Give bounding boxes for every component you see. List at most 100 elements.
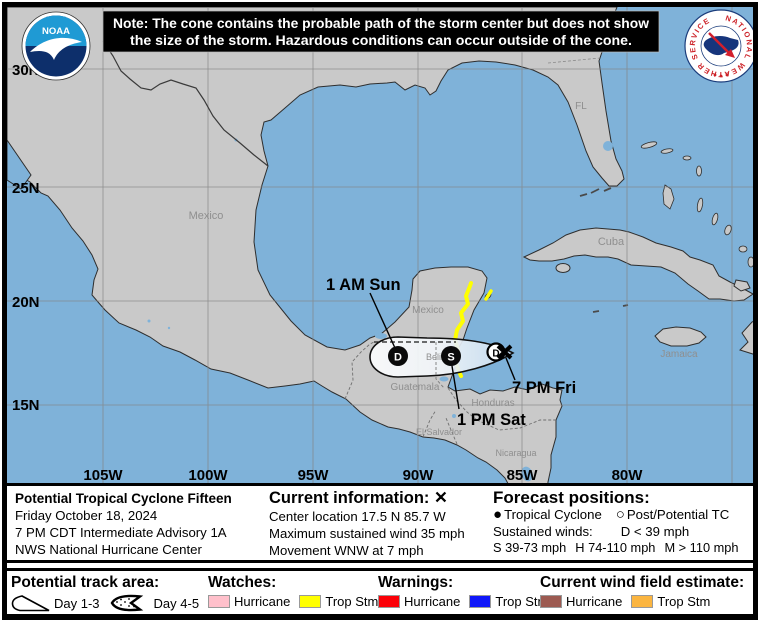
warnings-heading: Warnings:	[378, 574, 454, 591]
trop-stm-wind-field-label: Trop Stm	[657, 594, 711, 609]
label-yucatan-mexico: Mexico	[412, 305, 444, 316]
current-position-x-icon	[496, 344, 513, 360]
marker-letter-d-fri: D	[492, 349, 499, 360]
wind-field-heading: Current wind field estimate:	[540, 574, 745, 591]
movement: Movement WNW at 7 mph	[269, 543, 424, 558]
time-connectors	[369, 292, 516, 410]
cone-day13-icon	[11, 595, 50, 612]
trop-stm-warning-swatch	[469, 595, 492, 608]
time-label-fri: 7 PM Fri	[512, 379, 576, 397]
wind-range-m: M > 110 mph	[664, 540, 739, 555]
axis-labels: 30N 25N 20N 15N 105W 100W 95W 90W 85W 80…	[12, 62, 643, 483]
lon-95w: 95W	[298, 467, 330, 483]
florida-keys	[579, 187, 612, 197]
lat-lon-grid	[7, 7, 753, 483]
lakes	[147, 138, 613, 482]
lat-15n: 15N	[12, 397, 40, 414]
label-mexico: Mexico	[189, 210, 224, 222]
graphic-frame: Mexico Mexico FL Cuba Jamaica Belize Gua…	[2, 2, 758, 620]
sustained-winds-label: Sustained winds:	[493, 523, 593, 539]
hurricane-watch-label: Hurricane	[234, 594, 291, 609]
advisory-date: Friday October 18, 2024	[15, 508, 158, 523]
great-inagua	[733, 279, 751, 292]
trop-stm-watch-label: Trop Stm	[325, 594, 379, 609]
warnings-legend: Warnings: Hurricane Trop Stm	[378, 574, 548, 609]
lon-100w: 100W	[188, 467, 228, 483]
bahamas-islands	[640, 141, 753, 268]
state-border	[547, 57, 601, 64]
forecast-positions-heading: Forecast positions:	[493, 488, 650, 507]
hurricane-warning-swatch	[378, 595, 400, 608]
forecast-markers: D S D	[388, 342, 513, 366]
hurricane-wind-field-swatch	[540, 595, 562, 608]
time-labels: 1 AM Sun 1 PM Sat 7 PM Fri	[326, 276, 576, 429]
label-belize: Belize	[426, 352, 451, 362]
label-jamaica: Jamaica	[660, 349, 698, 360]
current-position-x-symbol: ✕	[434, 489, 448, 507]
note-banner: Note: The cone contains the probable pat…	[102, 10, 660, 53]
center-location: Center location 17.5 N 85.7 W	[269, 509, 446, 524]
tropical-cyclone-dot-icon: ●	[493, 506, 503, 524]
belize-guatemala-border	[435, 342, 445, 389]
noaa-logo: NOAA	[21, 11, 91, 81]
trop-stm-warning-label: Trop Stm	[495, 594, 549, 609]
track-area-heading: Potential track area:	[11, 574, 160, 591]
tropical-cyclone-label: Tropical Cyclone	[504, 507, 602, 522]
isla-juventud	[555, 263, 571, 273]
wind-range-s: S 39-73 mph	[493, 540, 567, 555]
mainland-north-central-america	[7, 7, 625, 483]
day45-label: Day 4-5	[153, 595, 200, 611]
lat-25n: 25N	[12, 180, 40, 197]
label-honduras: Honduras	[471, 398, 514, 409]
map-area: Mexico Mexico FL Cuba Jamaica Belize Gua…	[7, 7, 753, 483]
hurricane-track-map: Mexico Mexico FL Cuba Jamaica Belize Gua…	[7, 7, 753, 483]
lon-85w: 85W	[507, 467, 539, 483]
hispaniola-west	[739, 320, 753, 355]
label-nicaragua: Nicaragua	[495, 448, 536, 458]
post-potential-label: Post/Potential TC	[626, 507, 730, 522]
time-label-sun: 1 AM Sun	[326, 276, 401, 294]
marker-storm-sat	[441, 346, 461, 366]
wind-range-h: H 74-110 mph	[575, 540, 656, 555]
marker-letter-d-sun: D	[394, 352, 402, 364]
watches-heading: Watches:	[208, 574, 277, 591]
advisory-issuance: 7 PM CDT Intermediate Advisory 1A	[15, 525, 227, 540]
noaa-gull-icon	[30, 37, 82, 60]
day13-label: Day 1-3	[54, 595, 100, 611]
label-guatemala: Guatemala	[391, 382, 440, 393]
post-potential-circle-icon: ○	[615, 506, 625, 524]
label-florida: FL	[575, 101, 587, 112]
trop-stm-watch-swatch	[299, 595, 322, 608]
lat-20n: 20N	[12, 294, 40, 311]
cone-day45-icon	[110, 594, 143, 612]
trop-stm-wind-field-swatch	[631, 595, 654, 608]
label-cuba: Cuba	[598, 236, 625, 248]
advisory-agency: NWS National Hurricane Center	[15, 542, 202, 557]
label-el-salvador: El Salvador	[416, 427, 462, 437]
marker-letter-s-sat: S	[447, 352, 454, 364]
advisory-info-panel: Potential Tropical Cyclone Fifteen Frida…	[7, 483, 753, 563]
nws-arrow-icon	[708, 32, 732, 56]
wind-field-legend: Current wind field estimate: Hurricane T…	[540, 574, 744, 609]
lon-80w: 80W	[612, 467, 644, 483]
note-line-2: the size of the storm. Hazardous conditi…	[130, 33, 632, 48]
place-labels: Mexico Mexico FL Cuba Jamaica Belize Gua…	[189, 101, 698, 458]
current-info-heading: Current information:	[269, 489, 430, 507]
note-line-1: Note: The cone contains the probable pat…	[113, 16, 649, 31]
nws-logo: NATIONAL WEATHER SERVICE	[684, 9, 753, 83]
legend-panel: Potential track area: Day 1-3 Day 4-5 Wa…	[7, 568, 753, 617]
time-label-sat: 1 PM Sat	[457, 411, 526, 429]
noaa-logo-text: NOAA	[42, 26, 70, 37]
jamaica-island	[654, 326, 707, 347]
trop-storm-watch-cozumel	[484, 289, 493, 301]
storm-title: Potential Tropical Cyclone Fifteen	[15, 491, 232, 506]
wind-range-d: D < 39 mph	[620, 523, 690, 539]
hurricane-warning-label: Hurricane	[404, 594, 461, 609]
gulf-of-california	[7, 139, 32, 190]
lon-105w: 105W	[83, 467, 123, 483]
hurricane-wind-field-label: Hurricane	[566, 594, 623, 609]
max-sustained-wind: Maximum sustained wind 35 mph	[269, 526, 465, 541]
marker-depression-sun	[388, 346, 408, 366]
watches-legend: Watches: Hurricane Trop Stm	[208, 574, 378, 609]
